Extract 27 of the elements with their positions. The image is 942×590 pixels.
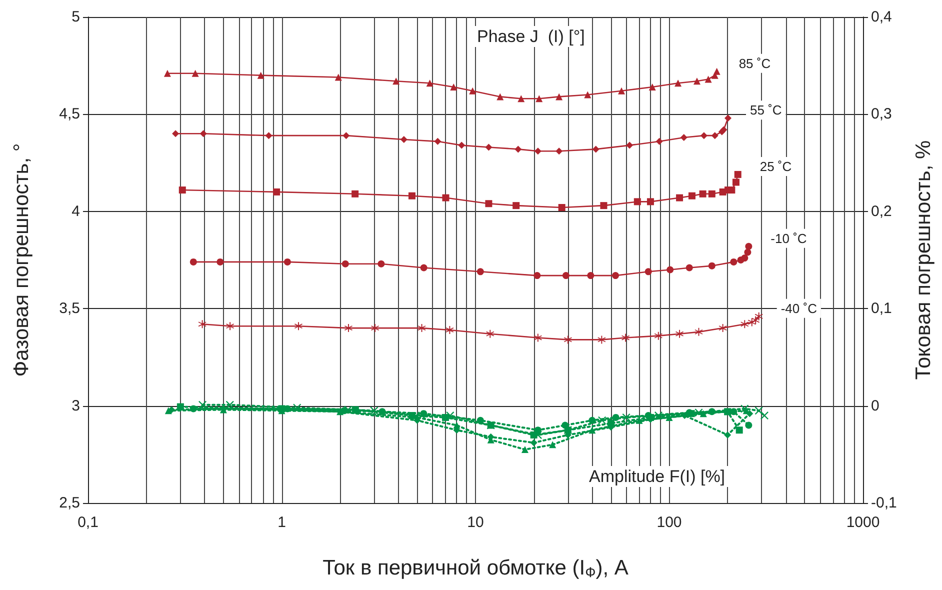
x-tick-label: 100 bbox=[656, 514, 682, 531]
x-tick-label: 10 bbox=[467, 514, 484, 531]
annotation: Amplitude F(I) [%] bbox=[589, 467, 726, 486]
x-axis-title: Ток в первичной обмотке (IФ), А bbox=[322, 556, 628, 580]
series-label: 85 ˚C bbox=[738, 56, 771, 71]
y2-tick-label: 0,3 bbox=[871, 106, 892, 123]
series-label: -40 ˚C bbox=[780, 300, 817, 316]
y2-tick-label: -0,1 bbox=[871, 494, 897, 512]
y-axis-title: Фазовая погрешность, ° bbox=[10, 143, 33, 377]
y2-tick-label: 0 bbox=[871, 397, 880, 414]
y-tick-label: 3 bbox=[72, 397, 80, 414]
y-tick-label: 3,5 bbox=[59, 300, 80, 318]
x-tick-label: 1 bbox=[278, 514, 286, 531]
y-tick-label: 5 bbox=[72, 8, 80, 26]
y-tick-label: 4 bbox=[72, 202, 80, 220]
annotation: Phase J (I) [°] bbox=[477, 27, 585, 46]
y2-tick-label: 0,1 bbox=[871, 300, 892, 318]
x-tick-label: 0,1 bbox=[78, 514, 98, 531]
y2-tick-label: 0,2 bbox=[871, 202, 892, 220]
y-tick-label: 2,5 bbox=[59, 494, 80, 512]
y2-tick-label: 0,4 bbox=[871, 8, 892, 26]
x-tick-label: 1000 bbox=[846, 514, 880, 531]
series-label: -10 ˚C bbox=[770, 230, 807, 246]
series-label: 55 ˚C bbox=[750, 102, 782, 118]
y-tick-label: 4,5 bbox=[59, 106, 80, 123]
y2-axis-title: Токовая погрешность, % bbox=[912, 140, 935, 380]
series-label: 25 ˚C bbox=[760, 158, 792, 174]
